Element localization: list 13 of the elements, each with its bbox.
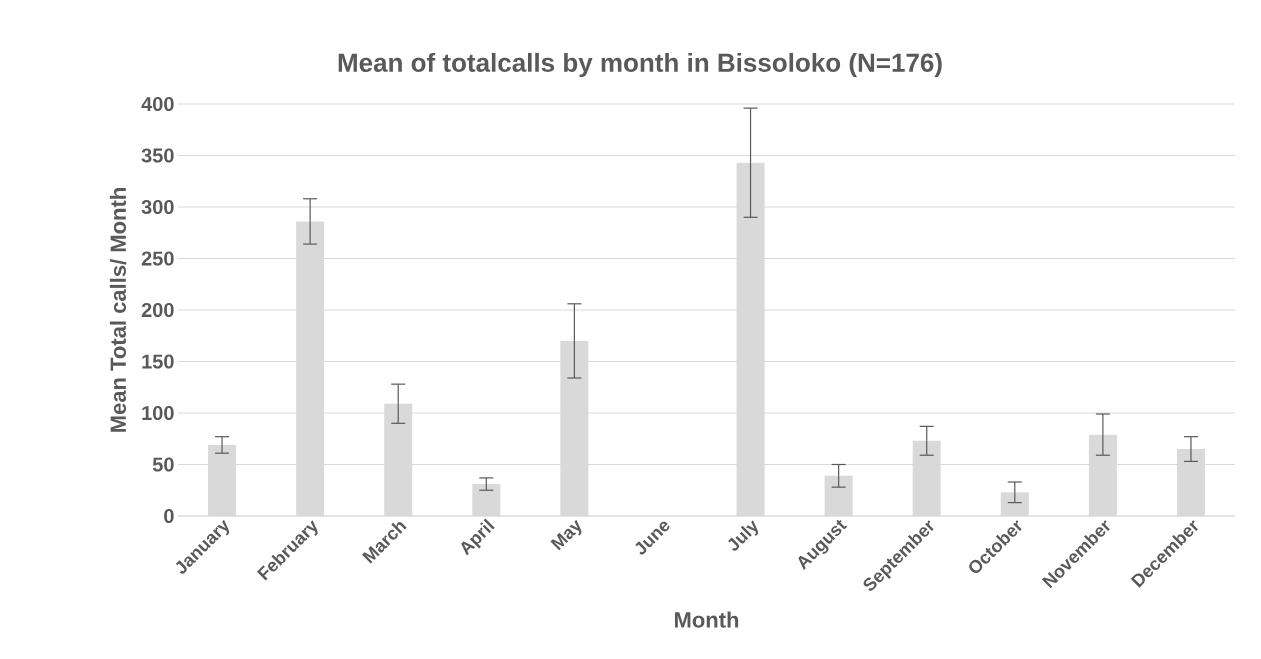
y-tick-label: 200 xyxy=(141,302,174,318)
y-tick-label: 300 xyxy=(141,199,174,215)
y-tick-label: 0 xyxy=(164,508,174,524)
y-tick-label: 150 xyxy=(142,354,174,369)
y-axis-title: Mean Total calls/ Month xyxy=(109,188,127,432)
y-tick-label: 250 xyxy=(141,251,174,266)
y-tick-label: 350 xyxy=(141,148,174,163)
chart-title: Mean of totalcalls by month in Bissoloko (N=176) xyxy=(338,52,942,78)
x-axis-title: Month xyxy=(675,611,739,628)
y-tick-label: 400 xyxy=(141,96,174,112)
y-tick-label: 50 xyxy=(152,457,174,472)
y-tick-label: 100 xyxy=(142,405,174,421)
x-tick-label: May xyxy=(550,519,582,551)
